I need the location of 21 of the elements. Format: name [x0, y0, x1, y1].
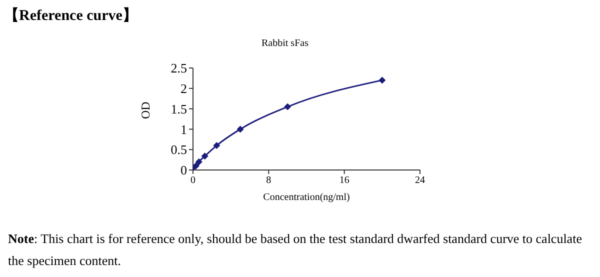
x-tick-label: 16 [339, 175, 350, 186]
text: Note: This chart is for reference only, should be based on the test standard dwarfed standard curve to calculate the specimen content. [8, 230, 583, 270]
y-axis-title: OD [138, 101, 152, 119]
point [284, 103, 292, 110]
y-tick-label: 1 [180, 122, 187, 137]
y-tick-label: 1.5 [170, 101, 187, 116]
x-tick-label: 24 [415, 175, 425, 186]
point [236, 126, 244, 133]
y-tick-label: 2.5 [170, 60, 187, 76]
point [201, 152, 208, 160]
y-tick-label: 0.5 [170, 142, 187, 158]
x-tick-label: 0 [190, 175, 196, 186]
x-tick-label: 8 [266, 175, 272, 186]
y-tick-label: 2 [180, 81, 187, 96]
chart-title: Rabbit sFas [260, 38, 310, 49]
point [193, 162, 200, 170]
point [195, 158, 202, 166]
text: 【Reference curve】 [4, 6, 138, 25]
point [213, 142, 220, 150]
x-axis-title: Concentration(ng/ml) [263, 192, 350, 203]
point [378, 76, 386, 84]
